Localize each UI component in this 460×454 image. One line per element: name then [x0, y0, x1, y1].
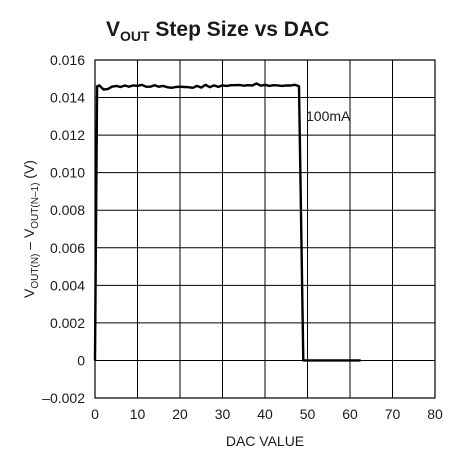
x-tick-label: 50 — [300, 406, 316, 422]
y-tick-label: 0.012 — [50, 127, 85, 143]
x-tick-label: 70 — [385, 406, 401, 422]
series-layer — [93, 82, 361, 362]
series-line — [93, 82, 361, 362]
y-tick-label: –0.002 — [42, 390, 85, 406]
x-tick-label: 60 — [342, 406, 358, 422]
y-tick-label: 0.002 — [50, 315, 85, 331]
y-tick-label: 0.016 — [50, 52, 85, 68]
x-tick-label: 80 — [427, 406, 443, 422]
y-tick-label: 0.006 — [50, 240, 85, 256]
annotation-100ma: 100mA — [306, 108, 351, 124]
chart-title: VOUT Step Size vs DAC — [106, 18, 329, 44]
grid-horizontal — [95, 97, 435, 361]
x-tick-label: 40 — [257, 406, 273, 422]
x-tick-label: 30 — [215, 406, 231, 422]
x-tick-label: 20 — [172, 406, 188, 422]
y-tick-label: 0.008 — [50, 202, 85, 218]
x-tick-label: 10 — [130, 406, 146, 422]
y-tick-label: 0.004 — [50, 277, 85, 293]
grid-vertical — [137, 60, 393, 398]
x-axis-label: DAC VALUE — [226, 433, 304, 449]
y-tick-label: 0.010 — [50, 165, 85, 181]
y-axis-label: VOUT(N) – VOUT(N–1) (V) — [21, 160, 41, 298]
y-tick-label: 0.014 — [50, 90, 85, 106]
x-tick-label: 0 — [91, 406, 99, 422]
y-tick-labels: 0.016 0.014 0.012 0.010 0.008 0.006 0.004 0.002… — [42, 52, 85, 406]
y-tick-label: 0 — [77, 352, 85, 368]
x-tick-labels: 0 10 20 30 40 50 60 70 80 — [91, 406, 443, 422]
